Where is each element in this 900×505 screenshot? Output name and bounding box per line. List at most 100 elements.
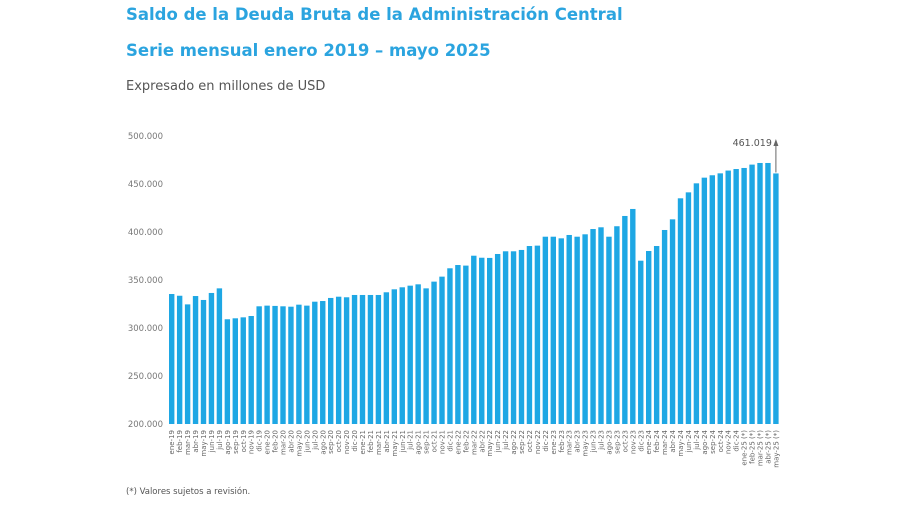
x-tick-label: sep-19	[232, 430, 240, 454]
x-tick-label: sep-23	[613, 430, 621, 454]
x-tick-label: nov-23	[629, 430, 637, 454]
bar	[685, 192, 692, 424]
x-tick-label: sep-24	[709, 429, 717, 453]
bar	[542, 236, 549, 424]
x-tick-label: jul-24	[693, 429, 701, 450]
bar	[630, 208, 636, 424]
x-tick-label: ene-21	[359, 430, 367, 454]
x-tick-label: feb-24	[653, 429, 661, 452]
x-tick-label: ene-19	[168, 430, 176, 454]
x-tick-label: dic-21	[446, 430, 454, 452]
bar	[296, 304, 302, 424]
bar	[367, 294, 374, 424]
x-tick-label: may-22	[486, 430, 494, 457]
bar	[439, 276, 445, 424]
x-tick-label: mar-24	[661, 429, 669, 455]
bar	[757, 162, 763, 424]
x-tick-label: oct-23	[621, 430, 629, 452]
x-tick-label: oct-19	[240, 430, 248, 452]
x-tick-label: feb-21	[367, 430, 375, 453]
bar	[677, 198, 684, 424]
x-tick-label: nov-20	[343, 430, 351, 454]
bar	[423, 288, 429, 424]
bar	[709, 175, 715, 424]
x-tick-label: ago-23	[605, 430, 613, 455]
bar	[328, 297, 334, 424]
x-tick-label: nov-19	[248, 430, 256, 454]
x-tick-label: mar-25 (*)	[757, 430, 765, 466]
x-tick-label: feb-22	[462, 430, 470, 453]
x-tick-label: mar-21	[375, 430, 383, 455]
bar	[566, 234, 572, 424]
bar	[232, 318, 238, 424]
bar	[582, 234, 588, 424]
bar	[661, 229, 668, 424]
bar	[359, 294, 366, 424]
x-tick-label: abr-19	[192, 430, 200, 453]
x-tick-label: sep-21	[423, 430, 431, 454]
bar	[351, 294, 358, 424]
chart-subtitle: Serie mensual enero 2019 – mayo 2025	[126, 41, 491, 60]
x-tick-label: feb-20	[272, 430, 280, 453]
bar	[375, 294, 382, 424]
bar	[550, 236, 556, 424]
bar	[717, 173, 723, 424]
bar	[749, 164, 755, 424]
bar	[574, 236, 580, 424]
bar	[590, 229, 596, 424]
bar	[773, 173, 779, 424]
bar	[192, 296, 199, 424]
bar	[614, 226, 620, 424]
x-tick-label: jun-21	[399, 430, 407, 453]
arrow-up-icon	[773, 139, 779, 146]
x-tick-label: jul-19	[216, 430, 224, 451]
x-tick-label: oct-22	[526, 430, 534, 452]
bar	[622, 215, 628, 424]
x-tick-label: nov-22	[534, 430, 542, 454]
x-tick-label: abr-23	[574, 430, 582, 453]
x-tick-label: oct-21	[431, 430, 439, 452]
bar	[200, 299, 207, 424]
x-tick-label: ago-22	[510, 430, 518, 455]
bar	[240, 317, 246, 424]
bar	[320, 301, 326, 424]
x-tick-label: jun-20	[303, 430, 311, 453]
bar	[304, 305, 310, 424]
x-tick-label: nov-21	[439, 430, 447, 454]
x-tick-label: jul-20	[311, 430, 319, 451]
bar	[169, 294, 175, 424]
x-tick-label: sep-22	[518, 430, 526, 454]
x-tick-label: dic-23	[637, 430, 645, 452]
bar	[733, 169, 739, 424]
bar	[725, 170, 731, 424]
x-tick-label: mar-19	[184, 430, 192, 455]
y-tick-label: 300.000	[128, 324, 163, 334]
bar	[256, 306, 262, 424]
x-tick-label: jun-23	[590, 430, 598, 453]
bar	[510, 251, 517, 424]
bar	[463, 265, 469, 424]
bar	[343, 297, 350, 424]
bar	[518, 249, 525, 424]
bar	[431, 281, 437, 424]
bar	[280, 306, 286, 424]
x-tick-label: mar-22	[470, 430, 478, 455]
x-tick-label: abr-24	[669, 429, 677, 452]
x-tick-label: sep-20	[327, 430, 335, 454]
bar	[272, 305, 278, 424]
y-tick-label: 350.000	[128, 276, 163, 286]
bar	[487, 257, 493, 424]
bar	[502, 251, 509, 424]
x-tick-label: may-21	[391, 430, 399, 457]
bar	[248, 316, 254, 424]
x-tick-label: abr-21	[383, 430, 391, 453]
y-tick-label: 450.000	[128, 180, 163, 190]
bar	[399, 287, 405, 424]
bar	[598, 227, 604, 424]
x-tick-label: dic-20	[351, 430, 359, 452]
x-tick-label: abr-20	[287, 430, 295, 453]
bar	[208, 292, 215, 424]
bar	[224, 319, 231, 424]
x-tick-label: jun-22	[494, 430, 502, 453]
x-tick-label: abr-25 (*)	[764, 430, 772, 464]
